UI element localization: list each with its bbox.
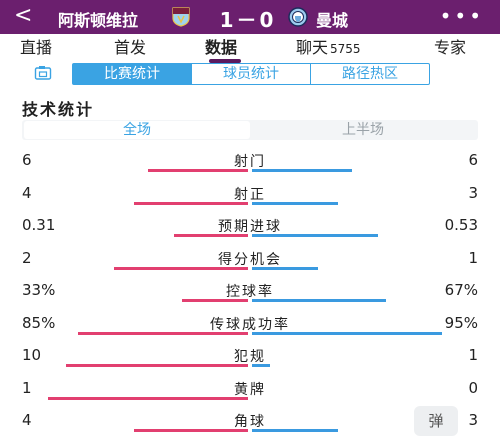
home-stat-bar <box>78 331 248 335</box>
away-team-name[interactable]: 曼城 <box>316 11 349 30</box>
away-stat-bar <box>252 299 386 302</box>
away-stat-value: 95% <box>444 313 478 332</box>
home-stat-value: 85% <box>22 313 56 332</box>
period-toggle: 全场 上半场 <box>22 120 478 140</box>
home-stat-bar <box>134 429 248 432</box>
stat-row: 33% 控球率 67% <box>0 281 500 313</box>
away-stat-value: 1 <box>468 346 478 364</box>
tab-label: 首发 <box>114 38 147 57</box>
away-stat-value: 0 <box>468 378 478 397</box>
away-stat-bar <box>252 266 318 270</box>
tab-live[interactable]: 直播 <box>20 34 52 58</box>
chat-count: 5755 <box>330 42 361 56</box>
danmu-button[interactable]: 弹 <box>414 406 458 436</box>
tab-chat[interactable]: 聊天 5755 <box>296 34 361 58</box>
more-options-icon[interactable]: ••• <box>439 4 484 28</box>
tab-label: 专家 <box>434 38 467 57</box>
subtab-match-stats[interactable]: 比赛统计 <box>73 64 191 84</box>
away-stat-value: 0.53 <box>444 216 478 234</box>
away-stat-bar <box>252 331 442 335</box>
stat-row: 4 角球 3 <box>0 411 500 443</box>
match-header: < 阿斯顿维拉 1－0 曼城 ••• <box>0 0 500 34</box>
away-stat-bar <box>252 169 352 172</box>
home-stat-bar <box>66 364 248 367</box>
period-first-half-button[interactable]: 上半场 <box>342 122 384 138</box>
tab-experts[interactable]: 专家 <box>434 34 466 58</box>
stat-name: 黄牌 <box>234 381 266 398</box>
home-stat-value: 10 <box>22 346 42 364</box>
away-stat-bar <box>252 364 270 367</box>
home-stat-value: 33% <box>22 281 56 299</box>
home-stat-bar <box>134 201 248 205</box>
subtab-heatmap[interactable]: 路径热区 <box>310 64 429 84</box>
stat-name: 射门 <box>234 154 266 170</box>
stat-name: 角球 <box>234 414 266 430</box>
stat-name: 犯规 <box>234 349 266 365</box>
stat-row: 85% 传球成功率 95% <box>0 314 500 346</box>
home-stat-value: 0.31 <box>22 216 56 234</box>
home-team-name[interactable]: 阿斯顿维拉 <box>58 11 139 30</box>
home-stat-bar <box>114 266 248 270</box>
home-stat-value: 4 <box>22 183 32 202</box>
home-crest-icon[interactable] <box>172 7 190 27</box>
tab-stats[interactable]: 数据 <box>205 34 237 58</box>
home-stat-bar <box>48 396 248 400</box>
active-tab-indicator <box>209 59 241 63</box>
home-stat-value: 1 <box>22 378 32 397</box>
stats-subtabs: 比赛统计 球员统计 路径热区 <box>72 63 430 85</box>
main-tabs: 直播 首发 数据 聊天 5755 专家 <box>0 34 500 60</box>
stat-row: 10 犯规 1 <box>0 346 500 378</box>
away-stat-value: 1 <box>468 248 478 267</box>
tab-label: 聊天 <box>296 38 329 57</box>
stat-name: 得分机会 <box>218 251 282 268</box>
stat-row: 4 射正 3 <box>0 184 500 216</box>
screenshot-icon[interactable] <box>34 65 52 81</box>
stat-row: 6 射门 6 <box>0 151 500 183</box>
home-stat-bar <box>148 169 248 172</box>
stat-row: 2 得分机会 1 <box>0 249 500 281</box>
subtab-player-stats[interactable]: 球员统计 <box>191 64 310 84</box>
away-crest-icon[interactable] <box>288 7 308 27</box>
home-stat-value: 4 <box>22 411 32 429</box>
home-stat-bar <box>182 299 248 302</box>
away-stat-bar <box>252 234 378 237</box>
away-stat-value: 6 <box>468 151 478 169</box>
stat-name: 预期进球 <box>218 219 282 235</box>
home-stat-value: 6 <box>22 151 32 169</box>
back-icon[interactable]: < <box>14 3 33 28</box>
tab-label: 数据 <box>205 38 238 57</box>
stat-row: 0.31 预期进球 0.53 <box>0 216 500 248</box>
home-stat-bar <box>174 234 248 237</box>
away-stat-bar <box>252 201 338 205</box>
match-score: 1－0 <box>219 8 277 32</box>
away-stat-value: 67% <box>444 281 478 299</box>
tab-lineup[interactable]: 首发 <box>114 34 146 58</box>
away-stat-value: 3 <box>468 183 478 202</box>
home-stat-value: 2 <box>22 248 32 267</box>
stat-name: 控球率 <box>226 284 274 300</box>
stat-row: 1 黄牌 0 <box>0 379 500 411</box>
period-full-button[interactable]: 全场 <box>24 121 250 139</box>
away-stat-value: 3 <box>468 411 478 429</box>
section-title: 技术统计 <box>22 100 95 119</box>
stat-name: 射正 <box>234 186 266 203</box>
tab-label: 直播 <box>20 38 53 57</box>
stat-name: 传球成功率 <box>210 316 290 333</box>
away-stat-bar <box>252 429 338 432</box>
